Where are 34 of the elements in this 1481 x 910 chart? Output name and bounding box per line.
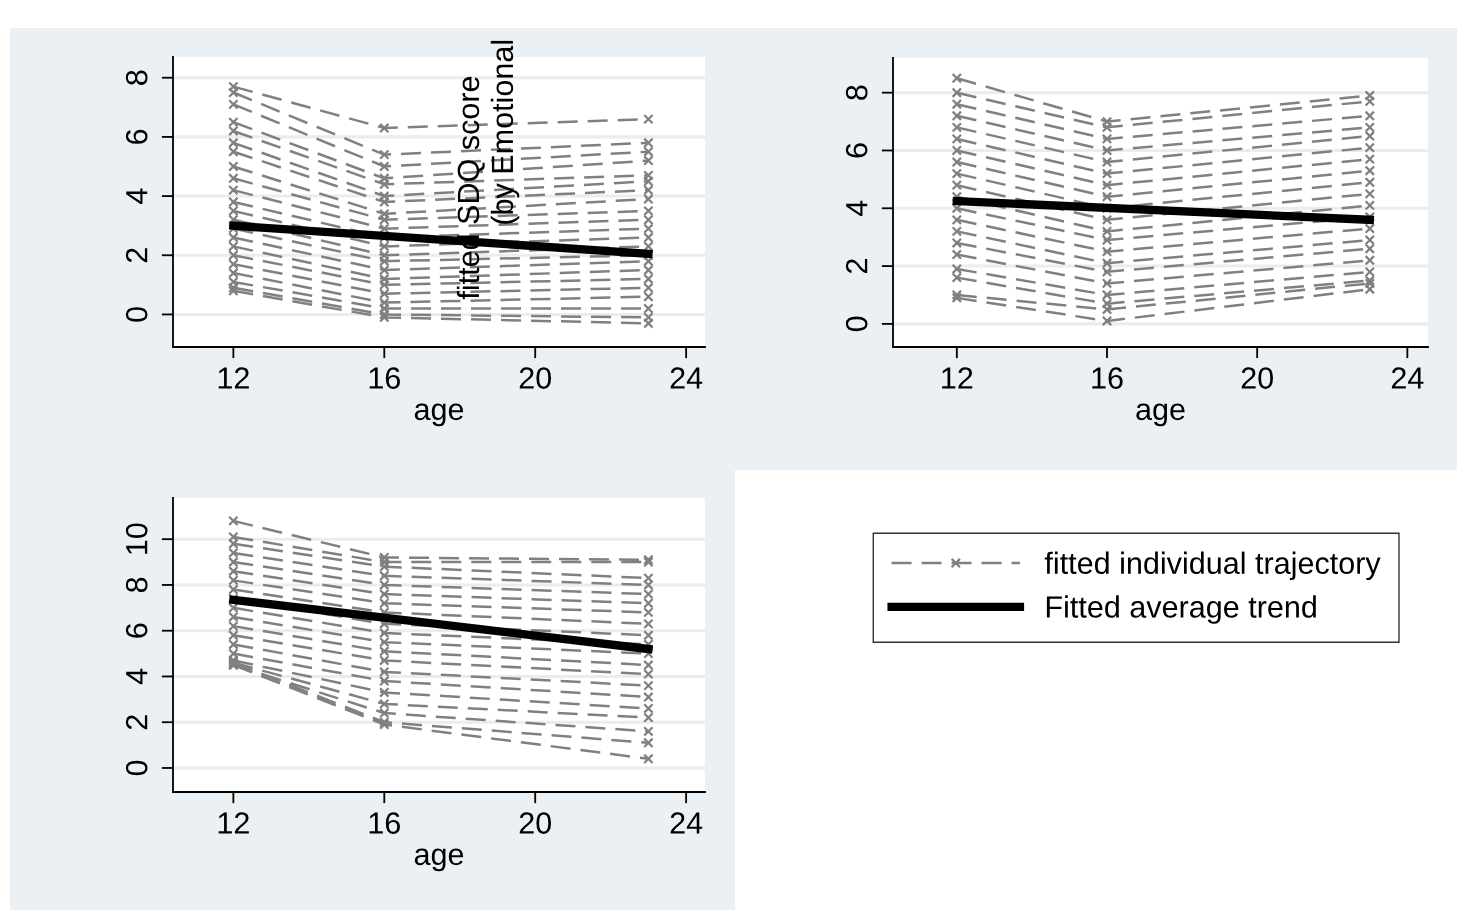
y-tick-label: 0 — [125, 760, 148, 776]
y-tick-label: 2 — [845, 259, 868, 274]
y-tick-label: 6 — [125, 129, 148, 144]
x-tick-label: 24 — [670, 812, 703, 834]
x-axis-title: age — [414, 848, 464, 872]
y-tick-label: 0 — [125, 307, 148, 322]
x-axis-title: age — [414, 403, 464, 427]
x-tick-label: 24 — [670, 367, 703, 389]
y-tick-label: 6 — [845, 143, 868, 158]
x-tick-label: 16 — [369, 812, 400, 834]
x-tick-label: 12 — [218, 367, 249, 389]
y-tick-label: 8 — [845, 85, 868, 100]
x-tick-label: 20 — [1241, 367, 1273, 389]
x-tick-label: 16 — [369, 367, 400, 389]
legend-label: Fitted average trend — [1046, 595, 1316, 624]
x-axis-title: age — [1136, 403, 1185, 427]
y-tick-label: 4 — [126, 188, 148, 204]
x-tick-label: 24 — [1391, 367, 1424, 389]
y-tick-label: 4 — [846, 200, 868, 217]
y-tick-label: 10 — [125, 523, 148, 554]
x-tick-label: 20 — [519, 812, 552, 834]
y-tick-label: 2 — [125, 248, 148, 263]
y-tick-label: 8 — [125, 577, 148, 593]
annotation: (by Emotional — [490, 40, 520, 224]
x-tick-label: 20 — [519, 367, 552, 389]
y-tick-label: 2 — [125, 715, 148, 730]
x-tick-label: 16 — [1092, 367, 1123, 389]
x-tick-label: 12 — [218, 812, 249, 834]
y-tick-label: 6 — [125, 623, 148, 638]
x-tick-label: 12 — [942, 367, 973, 389]
y-tick-label: 8 — [125, 70, 148, 85]
legend-label: fitted individual trajectory — [1044, 551, 1381, 581]
y-tick-label: 4 — [126, 668, 148, 685]
y-tick-label: 0 — [845, 316, 868, 332]
